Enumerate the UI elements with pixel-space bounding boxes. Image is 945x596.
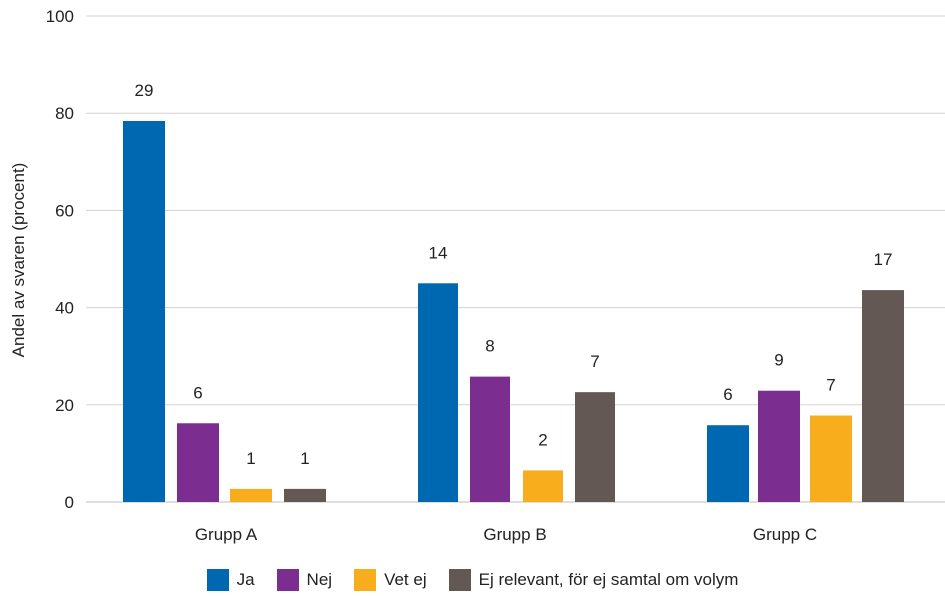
legend-item: Nej [276, 569, 333, 591]
data-label: 17 [874, 250, 893, 269]
bar-chart: 0 20 40 60 80 100 Andel av svaren (procent) 2… [9, 7, 945, 544]
legend-swatch [448, 569, 471, 591]
legend-swatch [354, 569, 377, 591]
legend-label: Nej [306, 570, 333, 589]
data-label: 7 [826, 375, 835, 394]
data-label: 6 [193, 383, 202, 402]
bar [123, 120, 165, 502]
y-tick-label: 40 [55, 299, 74, 318]
legend-item: Vet ej [354, 569, 427, 591]
y-tick-label: 60 [55, 201, 74, 220]
y-tick-label: 20 [55, 396, 74, 415]
bar [523, 470, 563, 502]
bar [418, 283, 458, 502]
y-axis-ticks: 0 20 40 60 80 100 [46, 7, 74, 512]
x-axis-categories: Grupp A Grupp B Grupp C [195, 525, 817, 544]
legend-item: Ej relevant, för ej samtal om volym [448, 569, 739, 591]
data-label: 7 [590, 352, 599, 371]
x-category-label: Grupp A [195, 525, 258, 544]
y-tick-label: 80 [55, 104, 74, 123]
data-label: 9 [774, 351, 783, 370]
data-labels: 29 6 1 1 14 8 2 7 6 9 7 17 [135, 81, 893, 468]
data-label: 29 [135, 81, 154, 100]
data-label: 8 [485, 337, 494, 356]
data-label: 2 [538, 430, 547, 449]
data-label: 14 [429, 243, 448, 262]
bar [707, 425, 749, 502]
bar [810, 415, 852, 502]
bar [575, 392, 615, 502]
legend-label: Vet ej [384, 570, 427, 589]
data-label: 1 [300, 449, 309, 468]
data-label: 1 [246, 449, 255, 468]
x-category-label: Grupp C [753, 525, 817, 544]
x-category-label: Grupp B [483, 525, 546, 544]
bar [862, 290, 904, 502]
y-tick-label: 0 [65, 493, 74, 512]
legend-swatch [276, 569, 299, 591]
bar [758, 390, 800, 502]
legend-item: Ja [206, 569, 255, 591]
bar [284, 488, 326, 502]
legend-label: Ej relevant, för ej samtal om volym [478, 570, 739, 589]
bar [470, 376, 510, 502]
legend: Ja Nej Vet ej Ej relevant, för ej samtal om… [0, 566, 945, 594]
bar [177, 423, 219, 502]
y-axis-label: Andel av svaren (procent) [9, 163, 28, 358]
gridlines [86, 15, 945, 503]
bar [230, 488, 272, 502]
legend-label: Ja [236, 570, 255, 589]
legend-swatch [206, 569, 229, 591]
data-label: 6 [723, 385, 732, 404]
bars [123, 120, 904, 502]
y-tick-label: 100 [46, 7, 74, 26]
